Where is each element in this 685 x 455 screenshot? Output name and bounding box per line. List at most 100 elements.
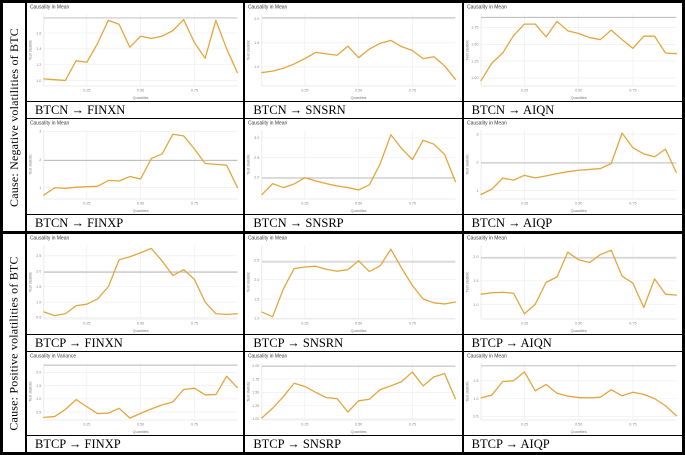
series-line bbox=[261, 134, 457, 196]
chart-cell-btcn-snsrp: Causality in Mean 2.0 2.5 3.0 0.25 0.50 0.75 Qu… bbox=[245, 119, 464, 214]
y-tick-label: 1.2 bbox=[36, 63, 41, 67]
y-tick-label: 2.0 bbox=[473, 255, 478, 259]
y-tick-label: 1.00 bbox=[471, 76, 478, 80]
chart-title: Causality in Mean bbox=[467, 121, 507, 127]
x-tick-label: 0.25 bbox=[520, 202, 527, 206]
x-tick-label: 0.25 bbox=[520, 89, 527, 93]
x-tick-label: 0.75 bbox=[409, 201, 416, 205]
series-line bbox=[261, 248, 457, 318]
y-tick-label: 3 bbox=[476, 133, 478, 137]
y-tick-label: 3 bbox=[39, 130, 41, 134]
x-tick-label: 0.50 bbox=[575, 202, 582, 206]
line-chart: Causality in Mean 1.00 1.25 1.50 1.75 2.00 0.2… bbox=[247, 353, 457, 434]
y-tick-label: 1.5 bbox=[254, 41, 259, 45]
x-tick-label: 0.50 bbox=[355, 88, 362, 92]
y-tick-label: 1 bbox=[39, 186, 41, 190]
y-axis-label: Test statistic bbox=[247, 272, 251, 293]
line-chart: Causality in Mean 1 2 3 0.25 0.50 0.75 Quantile… bbox=[465, 121, 677, 213]
chart-caption-text: BTCP → AIQN bbox=[471, 335, 552, 350]
y-tick-label: 1.25 bbox=[471, 59, 478, 63]
chart-caption-text: BTCP → FINXN bbox=[35, 335, 123, 350]
x-tick-label: 0.75 bbox=[629, 423, 636, 427]
y-tick-label: 1.0 bbox=[36, 300, 41, 304]
chart-title: Causality in Mean bbox=[30, 120, 70, 126]
chart-caption-text: BTCP → FINXP bbox=[35, 436, 121, 451]
line-chart: Causality in Mean 1.0 1.2 1.4 1.6 0.25 0.50 0.7… bbox=[28, 4, 239, 100]
chart-caption-text: BTCP → SNSRP bbox=[253, 436, 342, 451]
line-chart: Causality in Mean 1.0 1.5 2.0 0.25 0.50 0.75 Qu… bbox=[465, 236, 677, 333]
line-chart: Causality in Mean 1 2 3 0.25 0.50 0.75 Quantile… bbox=[28, 120, 239, 213]
y-tick-label: 1.50 bbox=[471, 43, 478, 47]
x-tick-label: 0.25 bbox=[520, 322, 527, 326]
series-line bbox=[480, 132, 677, 196]
y-tick-label: 1.6 bbox=[36, 31, 41, 35]
line-chart: Causality in Mean 1.00 1.25 1.50 1.75 0.25 0.5… bbox=[465, 5, 677, 100]
line-chart: Causality in Mean 1.0 1.5 2.0 2.5 0.25 0.50 0.7… bbox=[247, 235, 457, 333]
row-label-positive: Cause: Positive volatilities of BTC bbox=[3, 234, 27, 452]
x-tick-label: 0.75 bbox=[629, 202, 636, 206]
y-tick-label: 2.0 bbox=[254, 176, 259, 180]
chart-caption-text: BTCP → AIQP bbox=[471, 436, 550, 451]
negative-volatility-section: Cause: Negative volatilities of BTC Caus… bbox=[3, 3, 682, 234]
x-tick-label: 0.75 bbox=[191, 88, 198, 92]
y-tick-label: 2.00 bbox=[252, 364, 259, 368]
y-axis-label: Test statistic bbox=[247, 381, 251, 402]
positive-chart-grid: Causality in Mean 0.5 1.0 1.5 2.0 2.5 0.25 0.50… bbox=[27, 234, 682, 452]
y-axis-label: Test statistic bbox=[247, 154, 251, 175]
y-axis-label: Test statistic bbox=[465, 40, 469, 61]
y-axis-label: Test statistic bbox=[28, 40, 32, 61]
y-axis-label: Test statistic bbox=[465, 154, 469, 175]
x-axis-label: Quantiles bbox=[133, 96, 149, 100]
x-tick-label: 0.50 bbox=[137, 201, 144, 205]
line-chart: Causality in Mean 1.0 1.5 2.0 0.25 0.50 0.75 Qu… bbox=[247, 4, 457, 100]
line-chart: Causality in Mean 2.0 2.5 3.0 0.25 0.50 0.75 Qu… bbox=[247, 120, 457, 213]
row-label-negative: Cause: Negative volatilities of BTC bbox=[3, 3, 27, 231]
x-tick-label: 0.50 bbox=[575, 322, 582, 326]
chart-cell-btcn-finxp: Causality in Mean 1 2 3 0.25 0.50 0.75 Quantile… bbox=[27, 119, 246, 214]
line-chart: Causality in Variance 0.5 1.0 1.5 2.0 0.25 0.5… bbox=[28, 353, 239, 434]
y-tick-label: 2.0 bbox=[254, 17, 259, 21]
chart-title: Causality in Mean bbox=[467, 236, 507, 242]
y-tick-label: 1.25 bbox=[252, 404, 259, 408]
y-axis-label: Test statistic bbox=[465, 272, 469, 293]
x-tick-label: 0.25 bbox=[520, 423, 527, 427]
y-axis-label: Test statistic bbox=[28, 272, 32, 293]
y-tick-label: 2 bbox=[476, 161, 478, 165]
row-label-positive-text: Cause: Positive volatilities of BTC bbox=[6, 255, 21, 431]
x-tick-label: 0.75 bbox=[409, 88, 416, 92]
y-tick-label: 1.0 bbox=[36, 397, 41, 401]
chart-title: Causality in Mean bbox=[30, 4, 70, 10]
y-axis-label: Test statistic bbox=[28, 381, 32, 402]
chart-caption: BTCN → SNSRP bbox=[245, 214, 464, 231]
chart-caption: BTCP → AIQN bbox=[463, 334, 682, 352]
chart-cell-btcp-snsrp: Causality in Mean 1.00 1.25 1.50 1.75 2.00 0.2… bbox=[245, 352, 464, 435]
x-tick-label: 0.25 bbox=[302, 321, 309, 325]
series-line bbox=[480, 249, 677, 315]
x-tick-label: 0.75 bbox=[191, 321, 198, 325]
y-tick-label: 2.5 bbox=[254, 259, 259, 263]
y-tick-label: 0.5 bbox=[36, 410, 41, 414]
chart-caption-text: BTCN → SNSRP bbox=[253, 215, 344, 230]
chart-cell-btcp-finxn: Causality in Mean 0.5 1.0 1.5 2.0 2.5 0.25 0.50… bbox=[27, 234, 246, 334]
x-tick-label: 0.50 bbox=[575, 423, 582, 427]
series-line bbox=[43, 247, 239, 317]
series-line bbox=[43, 18, 239, 82]
x-tick-label: 0.75 bbox=[409, 422, 416, 426]
series-line bbox=[43, 133, 239, 196]
x-tick-label: 0.25 bbox=[83, 201, 90, 205]
series-line bbox=[480, 20, 677, 82]
y-tick-label: 1.0 bbox=[36, 79, 41, 83]
positive-volatility-section: Cause: Positive volatilities of BTC Caus… bbox=[3, 234, 682, 452]
chart-caption-text: BTCN → SNSRN bbox=[253, 102, 346, 117]
x-tick-label: 0.75 bbox=[191, 422, 198, 426]
x-tick-label: 0.50 bbox=[575, 89, 582, 93]
y-tick-label: 2.5 bbox=[36, 254, 41, 258]
x-axis-label: Quantiles bbox=[351, 96, 367, 100]
y-axis-label: Test statistic bbox=[28, 154, 32, 175]
x-tick-label: 0.50 bbox=[137, 321, 144, 325]
x-axis-label: Quantiles bbox=[133, 329, 149, 333]
x-axis-label: Quantiles bbox=[351, 329, 367, 333]
y-tick-label: 2.0 bbox=[36, 269, 41, 273]
series-line bbox=[261, 371, 457, 419]
chart-caption: BTCN → AIQN bbox=[463, 101, 682, 119]
